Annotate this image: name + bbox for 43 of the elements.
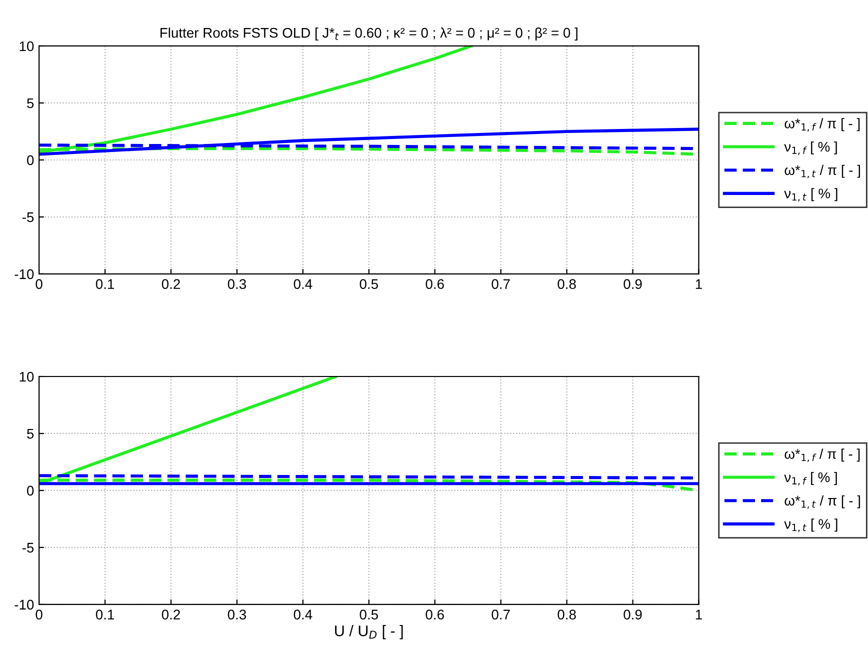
- x-tick-label: 0.1: [96, 610, 114, 620]
- x-tick-label: 1: [696, 279, 702, 289]
- x-tick-label: 0.9: [624, 279, 642, 289]
- x-tick-label: 0.1: [96, 279, 114, 289]
- legend-label: ω*$_{1,t}$ / π [ - ]: [784, 495, 860, 509]
- y-tick-label: -10: [14, 600, 34, 610]
- y-tick-label: -5: [22, 542, 34, 553]
- x-tick-label: 0: [36, 610, 42, 620]
- y-tick-label: 0: [27, 486, 34, 496]
- chart-title: Flutter Roots FSTS OLD [ J*$_{t}$ = 0.60 ; κ² = 0 ; λ² = 0 ; μ² = 0 ; β² = 0 ]: [160, 28, 578, 40]
- y-tick-label: -10: [14, 269, 34, 280]
- x-axis-title: U / U$_{D}$ [ - ]: [335, 625, 403, 640]
- x-tick-label: 0.7: [492, 279, 510, 289]
- x-tick-label: 0.5: [360, 610, 378, 620]
- y-tick-label: -5: [22, 212, 34, 222]
- legend-label: ν$_{1,f}$ [ % ]: [784, 472, 837, 486]
- x-tick-label: 0.4: [294, 610, 312, 620]
- x-tick-label: 0.5: [360, 279, 378, 289]
- x-tick-label: 0.3: [228, 610, 246, 620]
- y-tick-label: 0: [27, 155, 34, 166]
- x-tick-label: 0.8: [558, 610, 576, 620]
- x-tick-label: 0.2: [162, 279, 180, 289]
- legend-label: ω*$_{1,f}$ / π [ - ]: [784, 118, 860, 132]
- legend-label: ω*$_{1,t}$ / π [ - ]: [784, 164, 860, 178]
- y-tick-label: 5: [27, 98, 34, 108]
- legend-label: ν$_{1,t}$ [ % ]: [784, 188, 838, 202]
- y-tick-label: 5: [27, 428, 34, 439]
- x-tick-label: 0.6: [426, 610, 444, 620]
- line-series: [39, 128, 699, 156]
- legend-label: ν$_{1,f}$ [ % ]: [784, 141, 837, 155]
- x-tick-label: 0.8: [558, 279, 576, 289]
- x-tick-label: 0.3: [228, 279, 246, 289]
- x-tick-label: 0.7: [492, 610, 510, 620]
- legend-label: ω*$_{1,f}$ / π [ - ]: [784, 448, 860, 462]
- x-tick-label: 0.2: [162, 610, 180, 620]
- y-tick-label: 10: [20, 41, 34, 52]
- x-tick-label: 0.9: [624, 610, 642, 620]
- y-tick-label: 10: [20, 372, 34, 382]
- legend-label: ν$_{1,t}$ [ % ]: [784, 518, 838, 532]
- x-tick-label: 1: [696, 610, 702, 620]
- x-tick-label: 0: [36, 279, 42, 289]
- x-tick-label: 0.6: [426, 279, 444, 289]
- x-tick-label: 0.4: [294, 279, 312, 289]
